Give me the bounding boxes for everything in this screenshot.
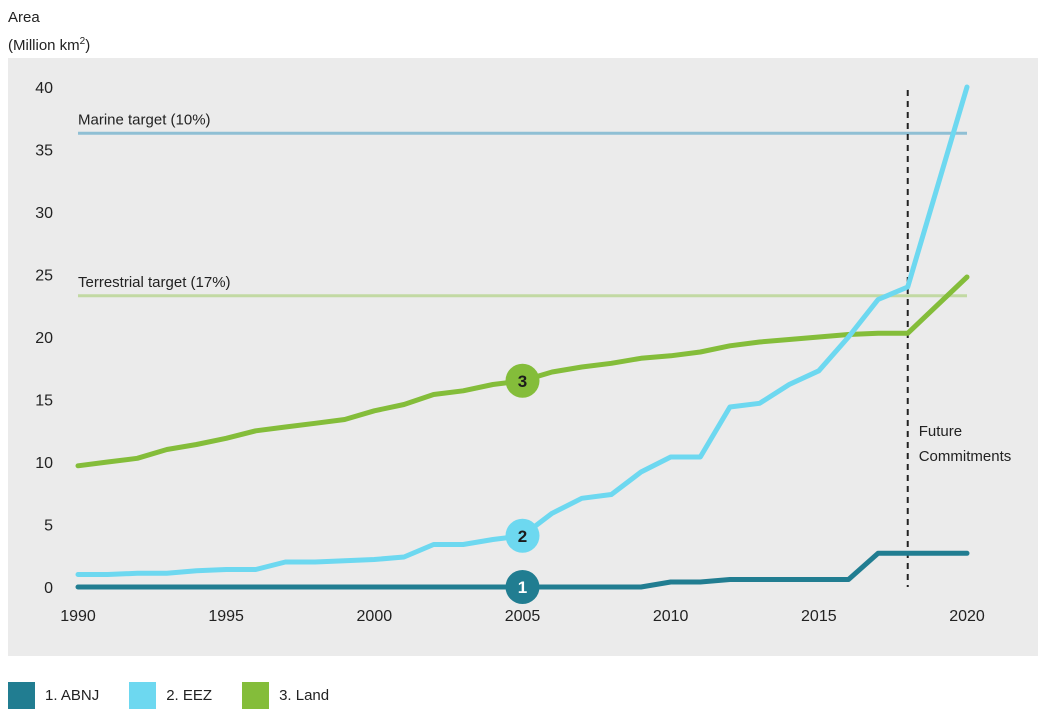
x-tick-label-3: 2005 bbox=[505, 608, 541, 625]
legend-item-0: 1. ABNJ bbox=[8, 682, 99, 709]
legend-swatch-1 bbox=[129, 682, 157, 709]
x-tick-label-6: 2020 bbox=[949, 608, 985, 625]
y-axis-unit-suffix: ) bbox=[85, 37, 91, 54]
y-axis-title-line1: Area bbox=[8, 9, 40, 26]
y-axis-title: Area (Million km2) bbox=[8, 6, 90, 58]
y-axis-title-line2: (Million km2) bbox=[8, 30, 90, 58]
series-marker-0 bbox=[505, 570, 540, 604]
legend-label-2: 3. Land bbox=[279, 687, 330, 704]
series-layer bbox=[75, 84, 970, 590]
series-line-0 bbox=[75, 550, 970, 590]
x-tick-label-4: 2010 bbox=[653, 608, 689, 625]
y-tick-label-0: 0 bbox=[44, 580, 53, 597]
series-marker-1 bbox=[505, 518, 540, 553]
reference-line-label-1: Terrestrial target (17%) bbox=[78, 274, 231, 291]
series-marker-label-2: 3 bbox=[518, 372, 527, 391]
y-tick-label-4: 20 bbox=[35, 330, 53, 347]
plot-background bbox=[8, 58, 1038, 656]
axis-labels-layer: 0 5 10 15 20 25 30 35 40 1990 1995 2000 2005 2010 2015… bbox=[35, 80, 985, 625]
marker-layer: 1 2 3 bbox=[505, 363, 540, 604]
legend-item-2: 3. Land bbox=[242, 682, 329, 709]
y-axis-unit-prefix: (Million km bbox=[8, 37, 80, 54]
x-tick-label-5: 2015 bbox=[801, 608, 837, 625]
y-tick-label-5: 25 bbox=[35, 268, 53, 285]
legend-swatch-0 bbox=[8, 682, 35, 709]
x-tick-label-2: 2000 bbox=[357, 608, 393, 625]
series-marker-label-1: 2 bbox=[518, 527, 527, 546]
series-marker-2 bbox=[505, 363, 540, 398]
reference-lines-layer: Marine target (10%) Terrestrial target (1… bbox=[78, 111, 967, 298]
legend-swatch-2 bbox=[242, 682, 270, 709]
y-tick-label-7: 35 bbox=[35, 143, 53, 160]
legend: 1. ABNJ 2. EEZ 3. Land bbox=[8, 682, 359, 709]
y-tick-label-3: 15 bbox=[35, 393, 53, 410]
divider-layer: Future Commitments bbox=[906, 90, 1012, 587]
divider-label-line2: Commitments bbox=[919, 448, 1012, 465]
divider-label-line1: Future bbox=[919, 423, 962, 440]
y-tick-label-6: 30 bbox=[35, 205, 53, 222]
y-tick-label-1: 5 bbox=[44, 518, 53, 535]
legend-label-1: 2. EEZ bbox=[166, 687, 213, 704]
y-tick-label-8: 40 bbox=[35, 80, 53, 97]
y-tick-label-2: 10 bbox=[35, 455, 53, 472]
x-tick-label-0: 1990 bbox=[60, 608, 96, 625]
legend-label-0: 1. ABNJ bbox=[45, 687, 100, 704]
series-line-1 bbox=[75, 84, 970, 577]
series-marker-label-0: 1 bbox=[518, 578, 527, 597]
y-axis-unit-superscript: 2 bbox=[79, 36, 86, 47]
reference-line-label-0: Marine target (10%) bbox=[78, 111, 211, 128]
legend-item-1: 2. EEZ bbox=[129, 682, 212, 709]
x-tick-label-1: 1995 bbox=[208, 608, 244, 625]
